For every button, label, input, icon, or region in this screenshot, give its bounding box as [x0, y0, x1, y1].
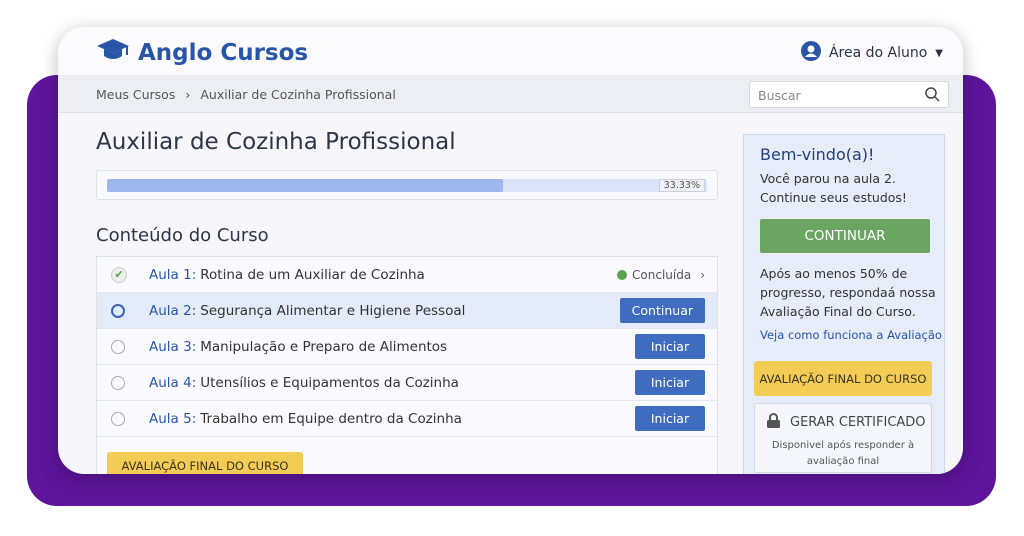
resume-text: Você parou na aula 2. Continue seus estud… — [760, 169, 907, 207]
lesson-title: Rotina de um Auxiliar de Cozinha — [200, 266, 425, 283]
search-placeholder: Buscar — [758, 88, 801, 103]
continue-lesson-button[interactable]: Continuar — [619, 298, 705, 323]
lesson-number: Aula 1: — [149, 266, 197, 283]
start-lesson-button[interactable]: Iniciar — [635, 370, 705, 395]
start-lesson-button[interactable]: Iniciar — [635, 406, 705, 431]
radio-icon — [111, 339, 125, 354]
lock-icon — [767, 413, 780, 432]
start-lesson-button[interactable]: Iniciar — [635, 334, 705, 359]
user-menu[interactable]: Área do Aluno ▼ — [800, 41, 943, 65]
content-title: Conteúdo do Curso — [96, 225, 269, 246]
lesson-row-2[interactable]: Aula 2: Segurança Alimentar e Higiene Pe… — [97, 293, 717, 329]
cert-note-1: Disponivel após responder à — [771, 440, 915, 451]
radio-icon — [111, 375, 125, 390]
lesson-title: Manipulação e Preparo de Alimentos — [200, 338, 448, 355]
welcome-sidebar: Bem-vindo(a)! Você parou na aula 2. Conti… — [743, 134, 945, 474]
lesson-title: Segurança Alimentar e Higiene Pessoal — [200, 302, 466, 319]
info-line-2: progresso, respondaá nossa — [760, 285, 936, 300]
lesson-row-1[interactable]: ✔ Aula 1: Rotina de um Auxiliar de Cozin… — [97, 257, 717, 293]
check-icon: ✔ — [111, 266, 127, 283]
lesson-list: ✔ Aula 1: Rotina de um Auxiliar de Cozin… — [96, 256, 718, 474]
brand-logo[interactable]: Anglo Cursos — [96, 37, 308, 69]
certificate-label: GERAR CERTIFICADO — [790, 415, 926, 430]
lesson-title: Trabalho em Equipe dentro da Cozinha — [200, 410, 462, 427]
chevron-right-icon: › — [185, 87, 191, 102]
lesson-status: Concluída › — [617, 268, 705, 282]
lesson-row-3[interactable]: Aula 3: Manipulação e Preparo de Aliment… — [97, 329, 717, 365]
graduation-cap-icon — [96, 37, 130, 69]
breadcrumb-current: Auxiliar de Cozinha Profissional — [200, 87, 396, 102]
lesson-number: Aula 5: — [149, 410, 197, 427]
lesson-number: Aula 3: — [149, 338, 197, 355]
chevron-right-icon: › — [700, 267, 705, 282]
sidebar-final-exam-button[interactable]: AVALIAÇÃO FINAL DO CURSO — [754, 361, 932, 396]
user-menu-label: Área do Aluno — [828, 45, 928, 61]
progress-box: 33.33% — [96, 170, 718, 200]
radio-icon — [111, 411, 125, 426]
progress-bar: 33.33% — [107, 179, 707, 192]
search-icon[interactable] — [925, 87, 940, 105]
generate-certificate-button[interactable]: GERAR CERTIFICADO Disponivel após respon… — [754, 403, 932, 473]
breadcrumb-bar: Meus Cursos › Auxiliar de Cozinha Profis… — [58, 75, 963, 113]
exam-info-link[interactable]: Veja como funciona a Avaliação — [760, 328, 942, 342]
search-input[interactable]: Buscar — [749, 81, 949, 108]
app-window: Anglo Cursos Área do Aluno ▼ Meus Cursos… — [58, 27, 963, 474]
resume-line-1: Você parou na aula 2. — [760, 171, 896, 186]
continue-button[interactable]: CONTINUAR — [760, 219, 930, 253]
radio-icon — [111, 303, 125, 318]
progress-label: 33.33% — [658, 179, 705, 192]
check-circle-icon — [617, 269, 628, 280]
breadcrumb-my-courses[interactable]: Meus Cursos — [96, 87, 176, 102]
info-line-3: Avaliação Final do Curso. — [760, 304, 916, 319]
lesson-row-4[interactable]: Aula 4: Utensílios e Equipamentos da Coz… — [97, 365, 717, 401]
lesson-row-5[interactable]: Aula 5: Trabalho em Equipe dentro da Coz… — [97, 401, 717, 437]
page-title: Auxiliar de Cozinha Profissional — [96, 129, 456, 155]
progress-fill — [107, 179, 503, 192]
brand-name: Anglo Cursos — [138, 40, 309, 66]
lesson-number: Aula 4: — [149, 374, 197, 391]
header: Anglo Cursos Área do Aluno ▼ — [58, 27, 963, 75]
welcome-title: Bem-vindo(a)! — [760, 145, 875, 164]
lesson-number: Aula 2: — [149, 302, 197, 319]
cert-note-2: avaliação final — [806, 456, 880, 467]
info-line-1: Após ao menos 50% de — [760, 266, 908, 281]
breadcrumb: Meus Cursos › Auxiliar de Cozinha Profis… — [96, 87, 396, 102]
lesson-title: Utensílios e Equipamentos da Cozinha — [200, 374, 459, 391]
user-avatar-icon — [800, 41, 821, 65]
resume-line-2: Continue seus estudos! — [760, 190, 907, 205]
exam-info: Após ao menos 50% de progresso, respondaá… — [760, 264, 936, 321]
status-text: Concluída — [632, 267, 692, 282]
caret-down-icon: ▼ — [935, 47, 943, 59]
final-exam-button[interactable]: AVALIAÇÃO FINAL DO CURSO — [107, 452, 303, 474]
